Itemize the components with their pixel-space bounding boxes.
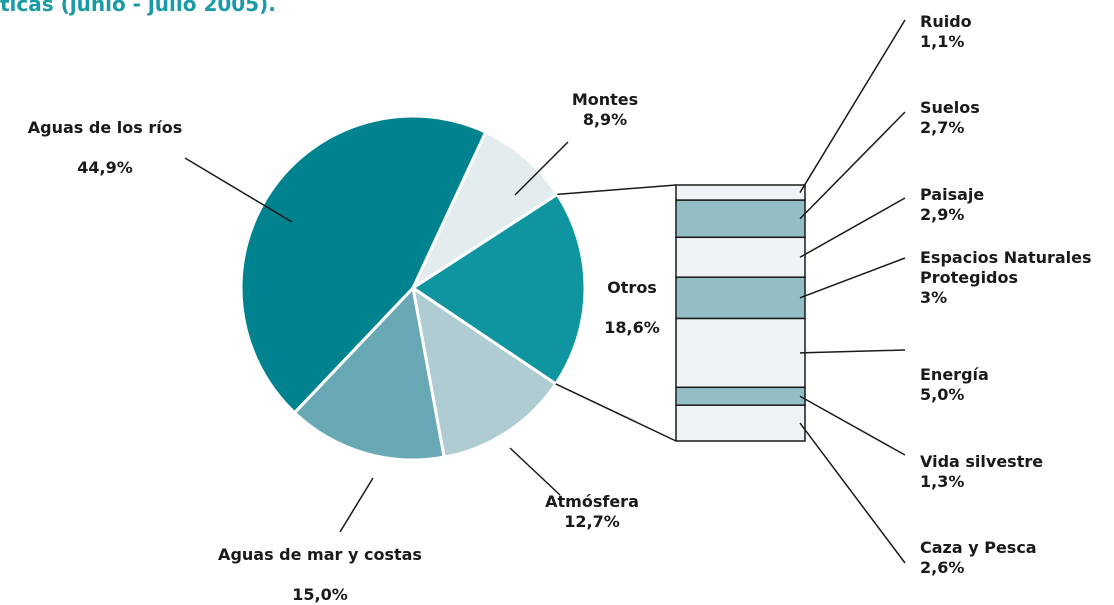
- bar-segment: [675, 236, 806, 278]
- bar-segment: [675, 404, 806, 442]
- leader-line: [339, 477, 374, 533]
- bar-value: 2,7%: [920, 118, 965, 137]
- leader-line: [555, 383, 677, 442]
- bar-value: 1,3%: [920, 472, 965, 491]
- bar-value: 5,0%: [920, 385, 965, 404]
- bar-segment: [675, 199, 806, 239]
- leader-line: [799, 19, 906, 193]
- bar-value: 1,1%: [920, 32, 965, 51]
- pie-slice: [239, 114, 488, 415]
- bar-value: 3%: [920, 288, 948, 307]
- slice-value: 8,9%: [582, 110, 628, 129]
- slice-value: 15,0%: [292, 585, 348, 604]
- chart-title: ticas (junio - julio 2005).: [0, 0, 276, 16]
- bar-label: Energía: [920, 365, 989, 384]
- slice-value: 44,9%: [77, 158, 133, 177]
- pie-slice: [410, 192, 587, 387]
- slice-value: 12,7%: [564, 512, 620, 531]
- leader-line: [514, 141, 569, 196]
- bar-segment: [675, 276, 806, 320]
- leader-line: [799, 349, 906, 354]
- leader-line: [557, 184, 677, 196]
- leader-line: [799, 395, 906, 456]
- bar-label: Espacios Naturales Protegidos: [920, 248, 1092, 287]
- leader-line: [799, 111, 906, 220]
- leader-line: [799, 197, 906, 258]
- leader-line: [799, 422, 906, 564]
- bar-label: Caza y Pesca: [920, 538, 1037, 557]
- slice-label: Montes: [571, 90, 639, 109]
- bar-value: 2,9%: [920, 205, 965, 224]
- bar-label: Paisaje: [920, 185, 985, 204]
- bar-segment: [675, 317, 806, 389]
- leader-line: [509, 447, 561, 496]
- slice-label: Atmósfera: [545, 492, 639, 511]
- pie-slice: [292, 284, 446, 462]
- bar-label: Ruido: [920, 12, 972, 31]
- bar-label: Suelos: [920, 98, 980, 117]
- leader-line: [799, 257, 906, 299]
- slice-value: 18,6%: [604, 318, 660, 337]
- slice-label: Otros: [607, 278, 657, 297]
- bar-value: 2,6%: [920, 558, 965, 577]
- bar-segment: [675, 184, 806, 201]
- bar-segment: [675, 386, 806, 406]
- pie-slice: [409, 130, 560, 293]
- slice-label: Aguas de mar y costas: [218, 545, 422, 564]
- bar-label: Vida silvestre: [920, 452, 1044, 471]
- leader-line: [184, 157, 293, 223]
- pie-slice: [410, 284, 558, 459]
- slice-label: Aguas de los ríos: [27, 118, 183, 137]
